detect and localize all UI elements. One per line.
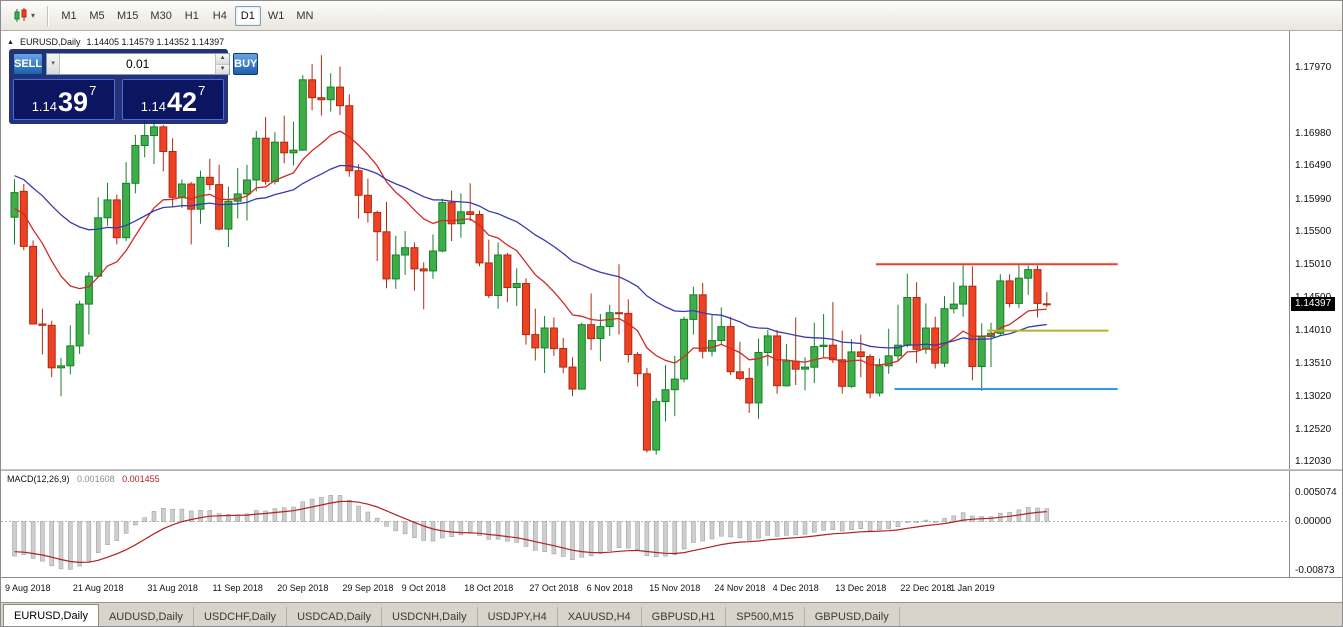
time-axis[interactable]: 9 Aug 2018 21 Aug 2018 31 Aug 2018 11 Sep 2… <box>1 577 1342 602</box>
time-axis-label: 24 Nov 2018 <box>714 583 766 593</box>
time-axis-label: 20 Sep 2018 <box>277 583 329 593</box>
time-axis-label: 15 Nov 2018 <box>649 583 701 593</box>
macd-label: MACD(12,26,9) <box>7 474 70 484</box>
time-axis-label: 6 Nov 2018 <box>586 583 633 593</box>
chart-ohlc-values: 1.14405 1.14579 1.14352 1.14397 <box>86 37 225 47</box>
tab-eurusd-daily[interactable]: EURUSD,Daily <box>3 604 99 626</box>
timeframe-button-m15[interactable]: M15 <box>117 9 139 22</box>
time-axis-label: 18 Oct 2018 <box>464 583 514 593</box>
candlestick-chart-icon <box>14 8 27 22</box>
buy-price-big: 42 <box>167 87 198 117</box>
macd-axis-label: -0.00873 <box>1295 565 1335 576</box>
sell-price-big: 39 <box>58 87 89 117</box>
current-price-tag: 1.14397 <box>1291 297 1336 311</box>
timeframe-buttons: M1 M5 M15 M30 H1 H4 D1 W1 MN <box>55 5 319 26</box>
sell-price-prefix: 1.14 <box>31 99 58 114</box>
timeframe-button-mn[interactable]: MN <box>296 9 314 22</box>
macd-axis-label: 0.00000 <box>1295 516 1332 527</box>
macd-header: MACD(12,26,9) 0.001608 0.001455 <box>7 474 160 484</box>
one-click-toggle-icon[interactable]: ▲ <box>7 38 14 46</box>
toolbar: ▾ M1 M5 M15 M30 H1 H4 D1 W1 MN <box>1 1 1342 31</box>
pane-divider[interactable] <box>1 469 1342 471</box>
price-axis[interactable]: 1.17970 1.16980 1.16490 1.15990 1.15500 1.150… <box>1289 31 1342 577</box>
price-axis-label: 1.14010 <box>1295 325 1332 336</box>
volume-dropdown-icon[interactable]: ▾ <box>47 54 61 74</box>
time-axis-label: 27 Oct 2018 <box>529 583 579 593</box>
time-axis-label: 21 Aug 2018 <box>72 583 124 593</box>
macd-value: 0.001608 <box>77 474 115 484</box>
time-axis-label: 13 Dec 2018 <box>835 583 887 593</box>
chart-plot-area[interactable] <box>1 31 1289 577</box>
buy-button[interactable]: BUY <box>233 53 259 75</box>
price-axis-label: 1.13510 <box>1295 358 1332 369</box>
sell-price-sup: 7 <box>89 83 97 98</box>
chart-header: ▲ EURUSD,Daily 1.14405 1.14579 1.14352 1… <box>7 37 224 47</box>
timeframe-button-w1[interactable]: W1 <box>267 9 285 22</box>
timeframe-button-d1[interactable]: D1 <box>234 5 261 26</box>
macd-signal-value: 0.001455 <box>122 474 160 484</box>
toolbar-separator <box>47 5 49 26</box>
price-axis-label: 1.16490 <box>1295 160 1332 171</box>
time-axis-label: 4 Dec 2018 <box>772 583 819 593</box>
tab-usdcnh-daily[interactable]: USDCNH,Daily <box>382 607 478 626</box>
volume-up-icon[interactable]: ▲ <box>216 54 230 64</box>
time-axis-label: 9 Oct 2018 <box>401 583 446 593</box>
volume-down-icon[interactable]: ▼ <box>216 63 230 74</box>
tab-gbpusd-h1[interactable]: GBPUSD,H1 <box>642 607 727 626</box>
tab-usdcad-daily[interactable]: USDCAD,Daily <box>287 607 383 626</box>
chart-type-button[interactable]: ▾ <box>8 5 40 26</box>
volume-spinner: ▲ ▼ <box>215 54 230 74</box>
price-axis-label: 1.12520 <box>1295 424 1332 435</box>
price-axis-label: 1.15990 <box>1295 194 1332 205</box>
timeframe-button-h1[interactable]: H1 <box>184 9 199 22</box>
tab-xauusd-h4[interactable]: XAUUSD,H4 <box>558 607 642 626</box>
timeframe-button-h4[interactable]: H4 <box>212 9 227 22</box>
timeframe-button-m1[interactable]: M1 <box>61 9 77 22</box>
time-axis-label: 29 Sep 2018 <box>342 583 394 593</box>
chart-tabs-bar: EURUSD,Daily AUDUSD,Daily USDCHF,Daily USDC… <box>1 602 1342 626</box>
time-axis-label: 11 Sep 2018 <box>212 583 263 593</box>
buy-price-prefix: 1.14 <box>140 99 167 114</box>
tab-gbpusd-daily[interactable]: GBPUSD,Daily <box>805 607 900 626</box>
price-axis-label: 1.15010 <box>1295 259 1332 270</box>
volume-box: ▾ ▲ ▼ <box>46 53 231 75</box>
timeframe-button-m30[interactable]: M30 <box>150 9 172 22</box>
sell-price-display[interactable]: 1.14 39 7 <box>13 79 115 120</box>
price-axis-label: 1.13020 <box>1295 391 1332 402</box>
sell-button[interactable]: SELL <box>13 53 44 75</box>
time-axis-label: 22 Dec 2018 <box>900 583 952 593</box>
volume-input[interactable] <box>60 54 216 74</box>
one-click-trading-panel: SELL ▾ ▲ ▼ BUY 1.14 39 7 1.14 42 7 <box>9 49 259 124</box>
price-axis-label: 1.15500 <box>1295 226 1332 237</box>
time-axis-label: 9 Aug 2018 <box>5 583 51 593</box>
buy-price-display[interactable]: 1.14 42 7 <box>122 79 224 120</box>
price-axis-label: 1.12030 <box>1295 456 1332 467</box>
tab-sp500-m15[interactable]: SP500,M15 <box>726 607 805 626</box>
buy-price-sup: 7 <box>198 83 206 98</box>
price-axis-label: 1.16980 <box>1295 128 1332 139</box>
price-axis-label: 1.17970 <box>1295 62 1332 73</box>
time-axis-label: 31 Aug 2018 <box>147 583 198 593</box>
macd-axis-label: 0.005074 <box>1295 487 1337 498</box>
timeframe-button-m5[interactable]: M5 <box>89 9 105 22</box>
chart-symbol-label: EURUSD,Daily <box>19 37 81 47</box>
time-axis-label: 1 Jan 2019 <box>950 583 995 593</box>
tab-usdjpy-h4[interactable]: USDJPY,H4 <box>478 607 558 626</box>
tab-usdchf-daily[interactable]: USDCHF,Daily <box>194 607 288 626</box>
chevron-down-icon: ▾ <box>31 11 36 20</box>
tab-audusd-daily[interactable]: AUDUSD,Daily <box>99 607 194 626</box>
